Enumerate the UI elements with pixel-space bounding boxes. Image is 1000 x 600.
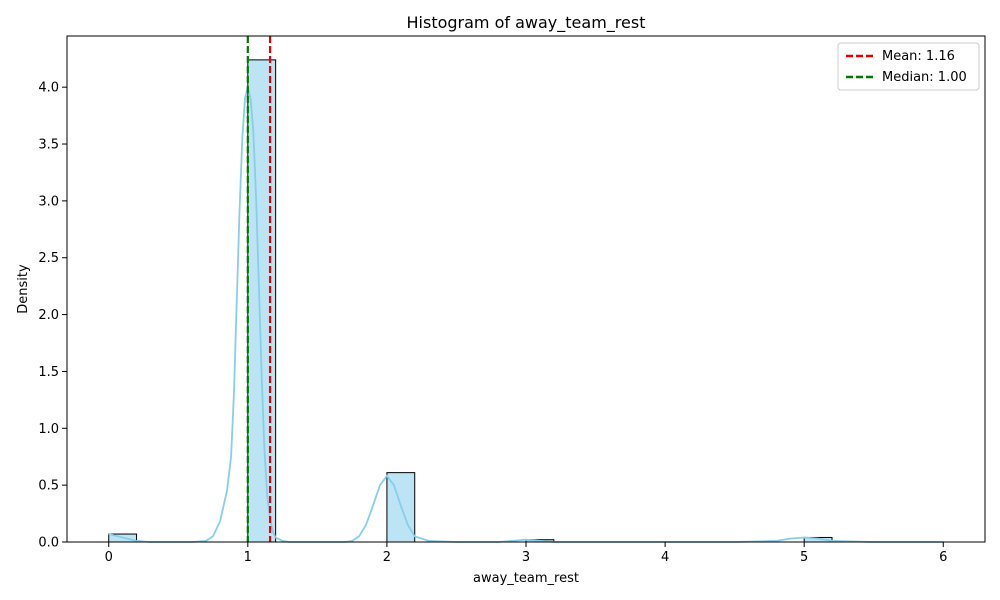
- y-tick-label: 2.0: [38, 308, 59, 323]
- x-axis-title: away_team_rest: [473, 571, 579, 586]
- y-tick-label: 2.5: [38, 251, 59, 266]
- y-tick-label: 0.0: [38, 536, 59, 551]
- y-tick-label: 0.5: [38, 479, 59, 494]
- x-tick-label: 0: [105, 550, 113, 565]
- legend: Mean: 1.16 Median: 1.00: [837, 42, 980, 91]
- bars-layer: [108, 59, 833, 543]
- legend-label-median: Median: 1.00: [882, 70, 967, 85]
- y-axis-title: Density: [16, 264, 31, 314]
- x-tick-label: 3: [522, 550, 530, 565]
- y-axis-ticks: 0.0 0.5 1.0 1.5 2.0 2.5 3.0 3.5 4.0: [38, 81, 67, 551]
- y-tick-label: 1.5: [38, 365, 59, 380]
- kde-curve: [108, 86, 944, 543]
- x-tick-label: 4: [661, 550, 669, 565]
- x-tick-label: 6: [939, 550, 947, 565]
- y-tick-label: 3.0: [38, 194, 59, 209]
- y-tick-label: 1.0: [38, 422, 59, 437]
- x-tick-label: 1: [244, 550, 252, 565]
- y-tick-label: 4.0: [38, 81, 59, 96]
- plot-frame: [66, 35, 986, 543]
- kde-layer: [108, 86, 944, 543]
- reference-lines-layer: [246, 36, 272, 542]
- histogram-bar: [247, 59, 277, 543]
- x-tick-label: 5: [800, 550, 808, 565]
- y-tick-label: 3.5: [38, 138, 59, 153]
- x-tick-label: 2: [383, 550, 391, 565]
- legend-label-mean: Mean: 1.16: [882, 49, 955, 64]
- x-axis-ticks: 0 1 2 3 4 5 6: [105, 542, 947, 565]
- chart-title: Histogram of away_team_rest: [407, 13, 646, 33]
- legend-box: [837, 42, 980, 91]
